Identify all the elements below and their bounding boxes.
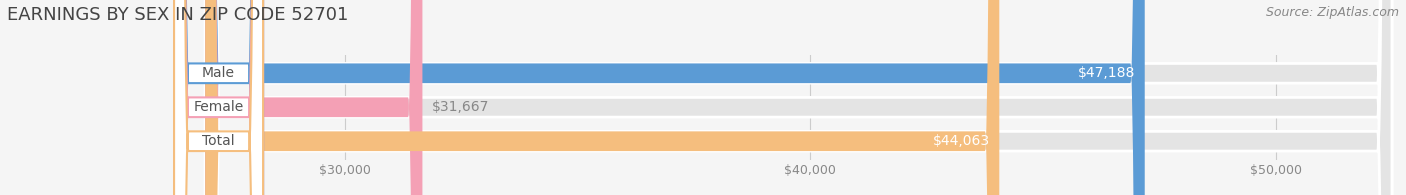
Text: $31,667: $31,667 — [432, 100, 489, 114]
FancyBboxPatch shape — [174, 0, 263, 195]
Text: Total: Total — [202, 134, 235, 148]
Text: EARNINGS BY SEX IN ZIP CODE 52701: EARNINGS BY SEX IN ZIP CODE 52701 — [7, 6, 349, 24]
Text: Male: Male — [202, 66, 235, 80]
FancyBboxPatch shape — [205, 0, 1144, 195]
FancyBboxPatch shape — [205, 0, 1000, 195]
FancyBboxPatch shape — [205, 0, 422, 195]
Text: Female: Female — [194, 100, 243, 114]
FancyBboxPatch shape — [174, 0, 263, 195]
Text: $44,063: $44,063 — [932, 134, 990, 148]
FancyBboxPatch shape — [205, 0, 1392, 195]
Text: Source: ZipAtlas.com: Source: ZipAtlas.com — [1265, 6, 1399, 19]
Text: $47,188: $47,188 — [1078, 66, 1135, 80]
FancyBboxPatch shape — [174, 0, 263, 195]
FancyBboxPatch shape — [205, 0, 1392, 195]
FancyBboxPatch shape — [205, 0, 1392, 195]
